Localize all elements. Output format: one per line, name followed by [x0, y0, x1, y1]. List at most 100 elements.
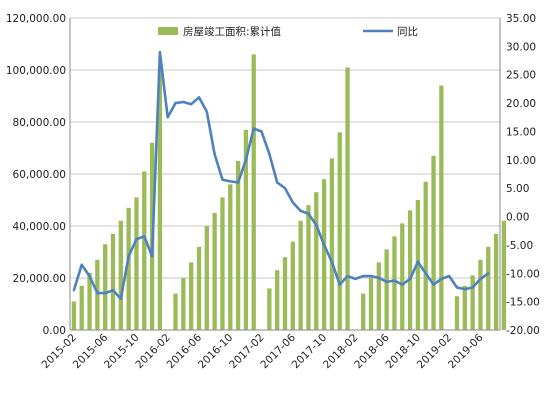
line-series [72, 50, 490, 301]
bar [454, 296, 460, 330]
line-point [432, 283, 435, 286]
line-point [393, 279, 396, 282]
line-point [322, 243, 326, 247]
bar [376, 262, 381, 330]
bar [282, 257, 288, 330]
line-point [96, 291, 99, 295]
line-point [213, 152, 216, 156]
bar [306, 205, 311, 330]
line-point [315, 223, 318, 227]
line-point [377, 276, 381, 280]
bar [181, 278, 186, 330]
gridlines [70, 17, 500, 331]
y-left-tick-label: 120,000.00 [6, 13, 66, 25]
bar [431, 155, 436, 330]
y-left-tick-label: 0.00 [43, 325, 66, 337]
bar [486, 246, 491, 330]
y-left-tick-label: 100,000.00 [6, 65, 66, 77]
line-point [143, 235, 146, 238]
bar [407, 210, 413, 330]
line-point [346, 274, 349, 278]
line-point [119, 297, 123, 300]
yoy-line [72, 50, 490, 301]
line-point [416, 260, 420, 264]
line-point [197, 96, 201, 99]
bar [243, 129, 249, 330]
bar [345, 67, 350, 331]
line-point [455, 286, 459, 289]
bar [439, 85, 444, 330]
line-point [299, 209, 302, 213]
bar [189, 262, 194, 330]
line-point [260, 130, 263, 133]
bar [337, 132, 342, 330]
y-right-tick-label: -15.00 [506, 297, 540, 309]
line-point [236, 181, 240, 184]
y-right-tick-label: 20.00 [506, 98, 536, 110]
bar [251, 54, 256, 331]
y-right-tick-label: 30.00 [506, 41, 536, 53]
line-point [103, 291, 107, 295]
line-point [127, 255, 130, 258]
line-point [205, 110, 209, 113]
bar [71, 301, 77, 330]
bar [79, 285, 84, 330]
legend-label-bar: 房屋竣工面积:累计值 [183, 25, 282, 38]
line-point [174, 101, 177, 105]
bar [423, 181, 428, 330]
y-left-tick-label: 20,000.00 [13, 273, 66, 285]
line-point [479, 277, 482, 281]
bar [204, 226, 209, 330]
y-right-tick-label: -10.00 [506, 268, 540, 280]
bar [329, 158, 335, 330]
bar [134, 197, 139, 330]
y-left-tick-label: 80,000.00 [13, 117, 66, 129]
line-point [291, 201, 295, 204]
y-right-tick-label: -5.00 [506, 240, 533, 252]
line-point [158, 50, 162, 54]
line-point [330, 260, 334, 264]
y-right-tick-label: -20.00 [506, 325, 540, 337]
line-point [189, 103, 193, 106]
legend: 房屋竣工面积:累计值 同比 [158, 25, 418, 38]
line-point [229, 180, 232, 183]
line-point [111, 289, 115, 292]
line-point [361, 274, 365, 278]
bar [220, 197, 225, 330]
line-point [166, 116, 169, 119]
line-point [88, 274, 91, 278]
bar [103, 244, 108, 330]
line-point [354, 277, 357, 281]
bar [173, 293, 178, 330]
axes: 0.00 20,000.00 40,000.00 60,000.00 80,000.00… [6, 13, 540, 371]
line-point [408, 277, 412, 281]
bar [228, 184, 233, 330]
y-left-tick-label: 60,000.00 [13, 169, 66, 181]
x-tick-label: 2019-06 [446, 331, 486, 371]
line-point [463, 287, 467, 291]
y-right-tick-label: 10.00 [506, 155, 536, 167]
bar [142, 171, 147, 330]
line-point [72, 289, 76, 292]
bar [126, 207, 131, 330]
bar [118, 220, 123, 330]
line-point [182, 100, 185, 104]
bar [368, 278, 374, 330]
legend-label-line: 同比 [397, 25, 418, 38]
line-point [447, 274, 451, 278]
bar [415, 200, 421, 330]
line-point [487, 272, 490, 275]
bar [400, 223, 405, 330]
bar [290, 241, 295, 330]
bar [157, 70, 163, 330]
line-point [424, 272, 427, 275]
bar [384, 249, 389, 330]
line-point [135, 238, 138, 241]
bar [501, 220, 507, 330]
y-left-tick-label: 40,000.00 [13, 221, 66, 233]
y-right-tick-label: 0.00 [506, 212, 529, 224]
bar [298, 220, 303, 330]
bar [87, 272, 92, 330]
y-right-tick-label: 35.00 [506, 13, 536, 25]
